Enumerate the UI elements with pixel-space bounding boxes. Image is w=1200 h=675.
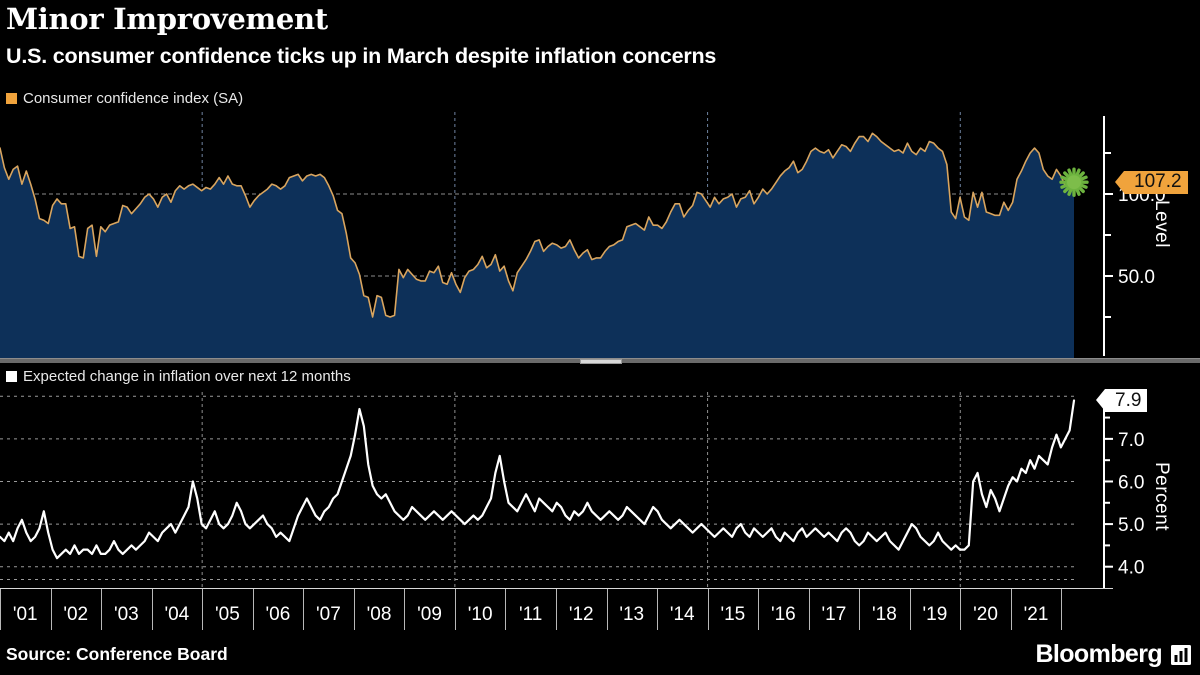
x-axis-tick-label: '18 <box>872 604 897 625</box>
bloomberg-bars-icon <box>1171 644 1191 665</box>
x-axis-tick-separator <box>101 589 103 630</box>
x-axis-tick-label: '06 <box>265 604 291 625</box>
x-axis-tick-separator <box>353 589 355 630</box>
legend-expected-inflation: Expected change in inflation over next 1… <box>6 368 351 385</box>
x-axis-tick-separator <box>252 589 254 630</box>
x-axis-tick-label: '02 <box>63 604 89 625</box>
header: Minor Improvement U.S. consumer confiden… <box>0 0 1200 82</box>
x-axis-tick-label: '20 <box>973 604 998 625</box>
x-axis-tick-label: '09 <box>417 604 442 625</box>
x-axis-tick-separator <box>859 589 861 630</box>
x-axis-tick-separator <box>1010 589 1012 630</box>
panel-splitter[interactable] <box>0 358 1200 364</box>
x-axis-tick-label: '12 <box>568 604 594 625</box>
x-axis-tick-label: '05 <box>215 604 240 625</box>
x-axis-tick-separator <box>758 589 760 630</box>
x-axis-tick-label: '11 <box>518 604 543 625</box>
x-axis-tick-label: '07 <box>316 604 341 625</box>
x-axis-tick-label: '01 <box>12 604 38 625</box>
callout-consumer-confidence: 107.2 <box>1115 170 1188 194</box>
x-axis-tick-separator <box>707 589 709 630</box>
x-axis-tick-label: '17 <box>821 604 847 625</box>
x-axis-tick-label: '08 <box>366 604 392 625</box>
x-axis-tick-separator <box>303 589 305 630</box>
drag-handle[interactable] <box>580 359 622 364</box>
x-axis-tick-separator <box>960 589 962 630</box>
legend-consumer-confidence: Consumer confidence index (SA) <box>6 90 243 107</box>
x-axis: '01 '02 '03 '04 '05 '06 '07 '08 '09 '10 '11 '12 '13 '… <box>0 588 1200 630</box>
callout-expected-inflation: 7.9 <box>1095 389 1148 413</box>
footer: Source: Conference Board Bloomberg <box>0 630 1200 675</box>
x-axis-tick-separator <box>0 589 1 630</box>
x-axis-tick-separator <box>454 589 456 630</box>
svg-text:50.0: 50.0 <box>1118 267 1155 288</box>
chart-panel-consumer-confidence: 50.0 100.0 <box>0 112 1200 358</box>
x-axis-tick-separator <box>556 589 557 630</box>
x-axis-tick-separator <box>404 589 406 630</box>
page-title: Minor Improvement <box>6 2 328 36</box>
y-axis-title-upper: Level <box>1151 200 1172 248</box>
bloomberg-wordmark: Bloomberg <box>1035 640 1162 668</box>
svg-text:5.0: 5.0 <box>1118 515 1144 536</box>
svg-text:6.0: 6.0 <box>1118 472 1144 493</box>
x-axis-tick-label: '03 <box>113 604 139 625</box>
x-axis-tick-separator <box>1061 589 1063 630</box>
bloomberg-logo: Bloomberg <box>1035 640 1192 669</box>
svg-text:7.0: 7.0 <box>1118 430 1144 451</box>
x-axis-tick-label: '15 <box>720 604 746 625</box>
x-axis-tick-label: '16 <box>770 604 796 625</box>
x-axis-tick-label: '13 <box>619 604 645 625</box>
x-axis-tick-separator <box>606 589 608 630</box>
legend-label-upper: Consumer confidence index (SA) <box>23 90 244 107</box>
svg-text:4.0: 4.0 <box>1118 558 1144 579</box>
y-axis-title-lower: Percent <box>1151 462 1172 531</box>
square-swatch-icon <box>6 371 17 382</box>
x-axis-tick-separator <box>505 589 507 630</box>
expected-inflation-plot: 4.0 5.0 6.0 7.0 <box>0 392 1144 588</box>
page-subtitle: U.S. consumer confidence ticks up in Mar… <box>6 44 717 68</box>
x-axis-tick-separator <box>151 589 153 630</box>
square-swatch-icon <box>6 93 17 104</box>
x-axis-tick-label: '21 <box>1023 604 1049 625</box>
legend-label-lower: Expected change in inflation over next 1… <box>23 368 351 385</box>
x-axis-tick-separator <box>657 589 658 630</box>
x-axis-tick-label: '19 <box>922 604 948 625</box>
x-axis-tick-separator <box>50 589 52 630</box>
x-axis-tick-label: '10 <box>467 604 493 625</box>
x-axis-tick-label: '04 <box>164 604 190 625</box>
source-note: Source: Conference Board <box>6 644 228 664</box>
x-axis-tick-separator <box>909 589 911 630</box>
x-axis-tick-label: '14 <box>669 604 695 625</box>
chart-panel-expected-inflation: 4.0 5.0 6.0 7.0 <box>0 392 1200 588</box>
x-axis-tick-separator <box>808 589 810 630</box>
x-axis-line <box>0 588 1113 589</box>
x-axis-tick-separator <box>202 589 204 630</box>
